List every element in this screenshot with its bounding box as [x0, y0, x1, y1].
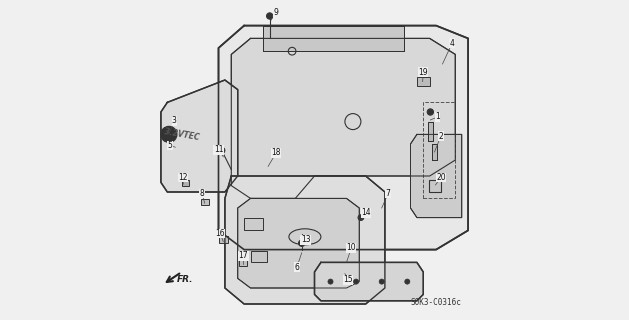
Circle shape [353, 279, 359, 284]
Circle shape [379, 279, 384, 284]
Text: 3: 3 [172, 116, 177, 125]
Polygon shape [428, 122, 433, 141]
Text: 13: 13 [301, 236, 310, 244]
Text: 15: 15 [343, 276, 353, 284]
Polygon shape [314, 262, 423, 301]
Text: FR.: FR. [177, 276, 193, 284]
Text: S0K3-C0316c: S0K3-C0316c [411, 298, 462, 307]
Text: 8: 8 [199, 189, 204, 198]
Text: 16: 16 [215, 229, 225, 238]
Text: 12: 12 [178, 173, 187, 182]
Circle shape [358, 215, 364, 220]
Text: 20: 20 [436, 173, 446, 182]
Circle shape [427, 109, 433, 115]
Text: 10: 10 [347, 244, 356, 252]
Bar [239, 259, 247, 266]
Polygon shape [411, 134, 462, 218]
Circle shape [404, 279, 410, 284]
Bar [429, 180, 441, 192]
Text: 19: 19 [418, 68, 428, 76]
Text: 5: 5 [167, 141, 172, 150]
Text: 2: 2 [438, 132, 443, 140]
Bar [244, 218, 264, 230]
Bar [201, 199, 209, 205]
Bar [218, 236, 228, 243]
Polygon shape [231, 38, 455, 198]
Polygon shape [432, 144, 437, 160]
Bar [423, 102, 455, 198]
Text: 9: 9 [273, 8, 278, 17]
Bar [417, 77, 430, 86]
Text: 1: 1 [435, 112, 440, 121]
Polygon shape [238, 198, 359, 288]
Circle shape [218, 147, 225, 154]
Circle shape [299, 240, 305, 246]
Text: 17: 17 [238, 252, 248, 260]
Bar [182, 180, 189, 186]
Circle shape [161, 126, 177, 142]
Text: 14: 14 [361, 208, 370, 217]
Polygon shape [225, 176, 385, 304]
Text: 6: 6 [294, 263, 299, 272]
Bar [250, 251, 267, 262]
Text: 18: 18 [271, 148, 281, 157]
Polygon shape [218, 26, 468, 250]
Text: 11: 11 [214, 145, 223, 154]
Circle shape [267, 13, 273, 19]
Text: 4: 4 [450, 39, 455, 48]
Circle shape [328, 279, 333, 284]
Polygon shape [161, 80, 238, 192]
Text: 3.2VTEC: 3.2VTEC [164, 127, 200, 142]
Polygon shape [264, 26, 404, 51]
Text: 7: 7 [386, 189, 391, 198]
